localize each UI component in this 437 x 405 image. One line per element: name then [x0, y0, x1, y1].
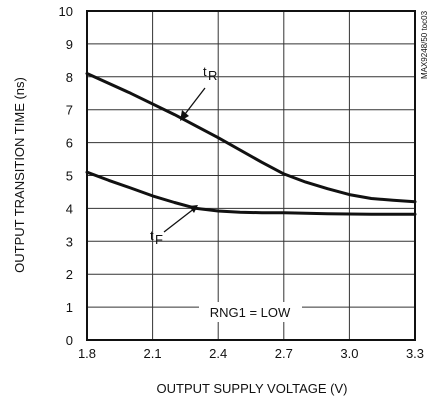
- y-tick-label: 1: [66, 300, 73, 315]
- condition-box-bg: [199, 302, 302, 322]
- y-tick-label: 2: [66, 267, 73, 282]
- x-axis-ticks: 1.8 2.1 2.4 2.7 3.0 3.3: [78, 346, 424, 361]
- y-tick-label: 5: [66, 169, 73, 184]
- tF-label-t: t: [150, 228, 154, 243]
- tR-arrow: [181, 87, 206, 119]
- series-line-tR: [85, 72, 417, 204]
- tF-arrow: [163, 207, 196, 233]
- tR-annotation: t R: [180, 64, 217, 121]
- tF-label-sub: F: [155, 232, 163, 247]
- grid: [87, 11, 415, 340]
- plot-frame: [86, 10, 416, 341]
- tR-label-t: t: [203, 64, 207, 79]
- tF-arrowhead: [189, 205, 198, 213]
- tR-label-sub: R: [208, 68, 217, 83]
- series-lines: [85, 72, 417, 216]
- y-tick-label: 3: [66, 234, 73, 249]
- x-axis-title: OUTPUT SUPPLY VOLTAGE (V): [157, 381, 348, 396]
- y-tick-label: 6: [66, 136, 73, 151]
- tF-annotation: t F: [150, 205, 198, 247]
- x-tick-label: 1.8: [78, 346, 96, 361]
- series-line-tF: [85, 170, 417, 216]
- y-tick-label: 9: [66, 37, 73, 52]
- y-tick-label: 7: [66, 103, 73, 118]
- y-tick-label: 10: [59, 4, 73, 19]
- x-tick-label: 2.7: [275, 346, 293, 361]
- y-axis-ticks: 0 1 2 3 4 5 6 7 8 9 10: [59, 4, 73, 348]
- tR-arrowhead: [180, 110, 189, 121]
- y-tick-label: 8: [66, 70, 73, 85]
- x-tick-label: 3.0: [340, 346, 358, 361]
- y-tick-label: 4: [66, 201, 73, 216]
- figure-id: MAX9248/50 toc03: [420, 10, 429, 79]
- condition-label: RNG1 = LOW: [210, 305, 291, 320]
- x-tick-label: 3.3: [406, 346, 424, 361]
- y-tick-label: 0: [66, 333, 73, 348]
- x-tick-label: 2.1: [144, 346, 162, 361]
- x-tick-label: 2.4: [209, 346, 227, 361]
- y-axis-title: OUTPUT TRANSITION TIME (ns): [12, 77, 27, 273]
